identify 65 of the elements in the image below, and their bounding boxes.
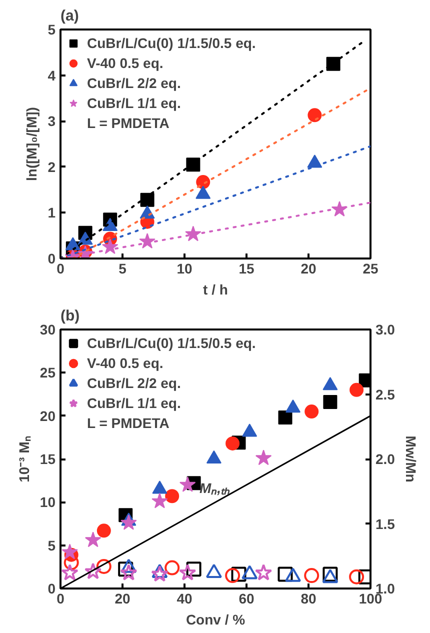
point <box>308 108 322 122</box>
legend-label: CuBr/L/Cu(0) 1/1.5/0.5 eq. <box>87 335 256 351</box>
y2-tick-label: 2.5 <box>376 386 396 402</box>
y-tick-label: 3 <box>48 113 56 130</box>
x-tick-label: 15 <box>238 260 254 276</box>
x-axis-title: t / h <box>203 282 228 298</box>
y2-tick-label: 3.0 <box>376 322 396 338</box>
y-tick-label: 4 <box>48 67 56 84</box>
x-axis-title: Conv / % <box>186 612 246 628</box>
y-tick-label: 30 <box>40 322 56 338</box>
y2-tick-label: 1.5 <box>376 516 396 532</box>
legend-label: CuBr/L 2/2 eq. <box>87 75 181 91</box>
y-tick-label: 5 <box>48 22 56 38</box>
y-tick-label: 1 <box>48 204 56 221</box>
y-tick-label: 2 <box>48 158 56 175</box>
y-tick-label: 5 <box>48 537 56 554</box>
annotation: L = PMDETA <box>87 115 170 131</box>
point <box>255 450 272 466</box>
annotation: Mₙ,ₜₕ <box>200 480 230 496</box>
point <box>165 489 180 504</box>
point <box>84 532 102 548</box>
y-tick-label: 10 <box>40 494 56 510</box>
point <box>323 395 338 410</box>
y-axis-title: ln([M]₀/[M]) <box>24 107 40 181</box>
point <box>62 544 78 560</box>
x-tick-label: 5 <box>118 260 127 276</box>
x-tick-label: 60 <box>238 590 254 606</box>
x-tick-label: 20 <box>114 590 130 606</box>
y-tick-label: 15 <box>40 451 56 467</box>
point <box>185 226 202 242</box>
point <box>350 382 364 397</box>
point <box>226 436 240 450</box>
y-tick-label: 0 <box>48 250 56 266</box>
y2-tick-label: 2.0 <box>376 451 396 467</box>
point <box>278 410 292 425</box>
x-tick-label: 10 <box>176 260 192 276</box>
legend-label: CuBr/L/Cu(0) 1/1.5/0.5 eq. <box>87 35 256 51</box>
x-tick-label: 40 <box>176 590 192 606</box>
point <box>304 404 319 419</box>
point <box>65 237 80 250</box>
y-tick-label: 25 <box>40 364 56 381</box>
x-tick-label: 80 <box>300 590 316 606</box>
x-tick-label: 25 <box>362 260 378 276</box>
legend-label: CuBr/L 2/2 eq. <box>87 375 181 391</box>
y-axis-title: 10⁻³ Mₙ <box>16 436 32 482</box>
point <box>102 238 118 254</box>
chart-title: (b) <box>60 308 80 324</box>
point <box>186 158 200 172</box>
y-tick-label: 0 <box>48 580 56 596</box>
point <box>96 524 111 538</box>
point <box>152 492 168 508</box>
legend-label: V-40 0.5 eq. <box>87 55 164 71</box>
point <box>139 233 156 249</box>
y-tick-label: 20 <box>40 408 56 424</box>
point <box>179 476 196 492</box>
x-tick-label: 20 <box>300 260 316 276</box>
annotation: L = PMDETA <box>87 415 170 431</box>
point <box>140 192 154 207</box>
chart-title: (a) <box>60 8 79 24</box>
legend-label: CuBr/L 1/1 eq. <box>87 395 181 411</box>
legend-label: V-40 0.5 eq. <box>87 355 164 371</box>
point <box>326 56 340 71</box>
point <box>120 514 137 530</box>
y2-axis-title: Mw/Mn <box>402 436 419 482</box>
legend-label: CuBr/L 1/1 eq. <box>87 95 181 111</box>
